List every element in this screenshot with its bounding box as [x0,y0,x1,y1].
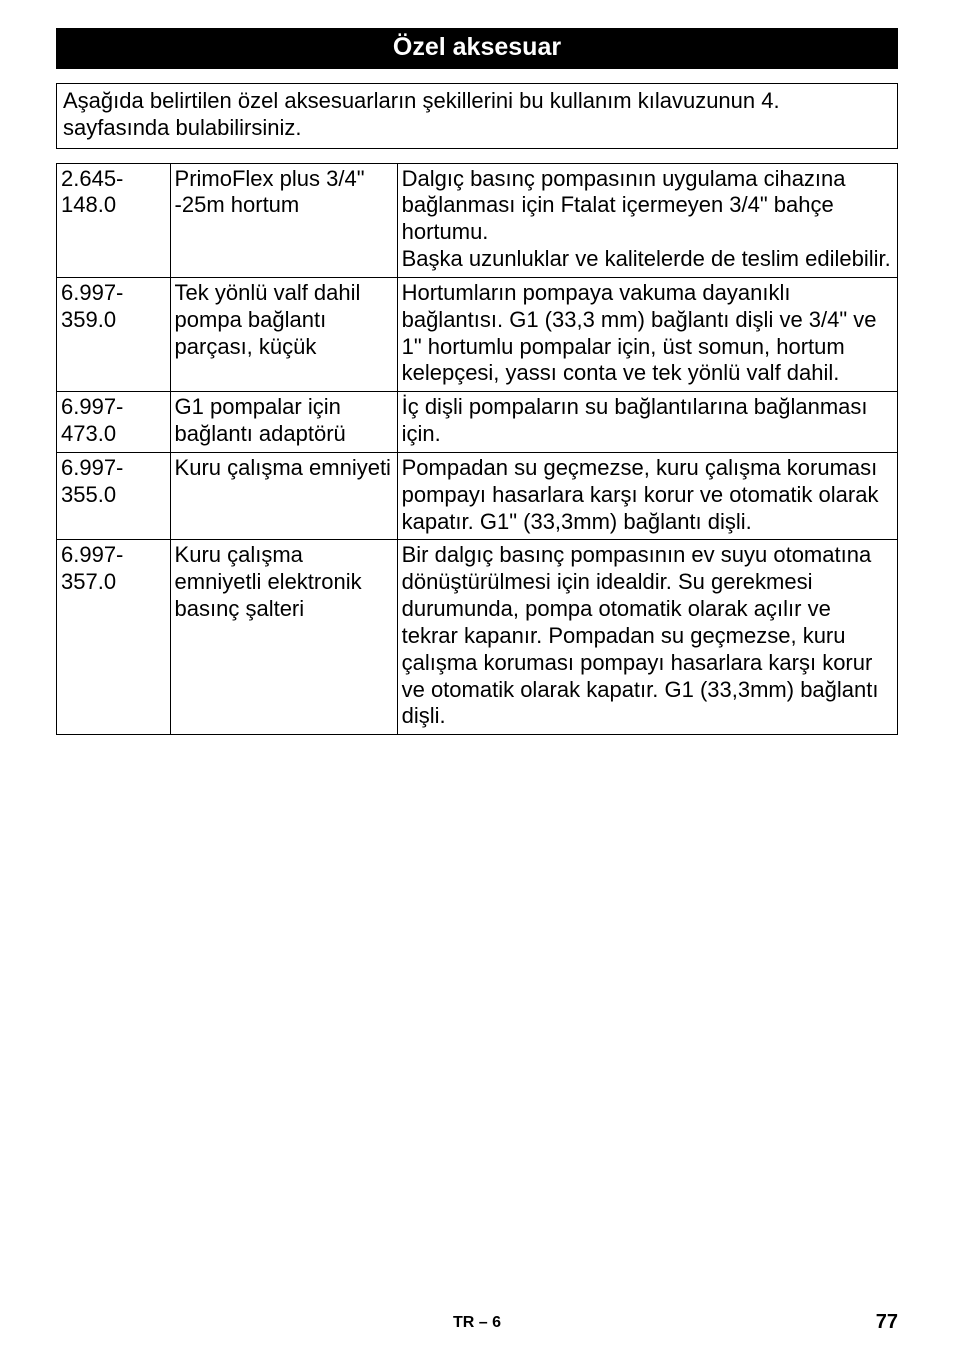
table-row: 6.997-355.0 Kuru çalışma emniyeti Pompad… [57,452,898,539]
cell-code: 6.997-355.0 [57,452,171,539]
cell-code: 6.997-357.0 [57,540,171,735]
table-row: 6.997-359.0 Tek yönlü valf dahil pompa b… [57,277,898,391]
section-heading: Özel aksesuar [56,28,898,69]
cell-name: Tek yönlü valf dahil pompa bağlantı parç… [170,277,397,391]
table-row: 2.645-148.0 PrimoFlex plus 3/4" -25m hor… [57,163,898,277]
cell-name: Kuru çalışma emniyetli elektronik basınç… [170,540,397,735]
cell-name: PrimoFlex plus 3/4" -25m hortum [170,163,397,277]
cell-code: 6.997-359.0 [57,277,171,391]
table-row: 6.997-357.0 Kuru çalışma emniyetli elekt… [57,540,898,735]
accessory-table: 2.645-148.0 PrimoFlex plus 3/4" -25m hor… [56,163,898,736]
cell-desc: Dalgıç basınç pompasının uygulama cihazı… [397,163,897,277]
cell-code: 6.997-473.0 [57,392,171,453]
table-row: 6.997-473.0 G1 pompalar için bağlantı ad… [57,392,898,453]
footer-label: TR – 6 [0,1314,954,1332]
cell-desc: Pompadan su geçmezse, kuru çalışma korum… [397,452,897,539]
cell-code: 2.645-148.0 [57,163,171,277]
cell-name: Kuru çalışma emniyeti [170,452,397,539]
page-container: Özel aksesuar Aşağıda belirtilen özel ak… [0,0,954,735]
accessory-table-body: 2.645-148.0 PrimoFlex plus 3/4" -25m hor… [57,163,898,735]
page-number: 77 [876,1311,898,1334]
cell-desc: Hortumların pompaya vakuma dayanıklı bağ… [397,277,897,391]
cell-desc: Bir dalgıç basınç pompasının ev suyu oto… [397,540,897,735]
cell-name: G1 pompalar için bağlantı adaptörü [170,392,397,453]
intro-note: Aşağıda belirtilen özel aksesuarların şe… [56,83,898,149]
cell-desc: İç dişli pompaların su bağlantılarına ba… [397,392,897,453]
